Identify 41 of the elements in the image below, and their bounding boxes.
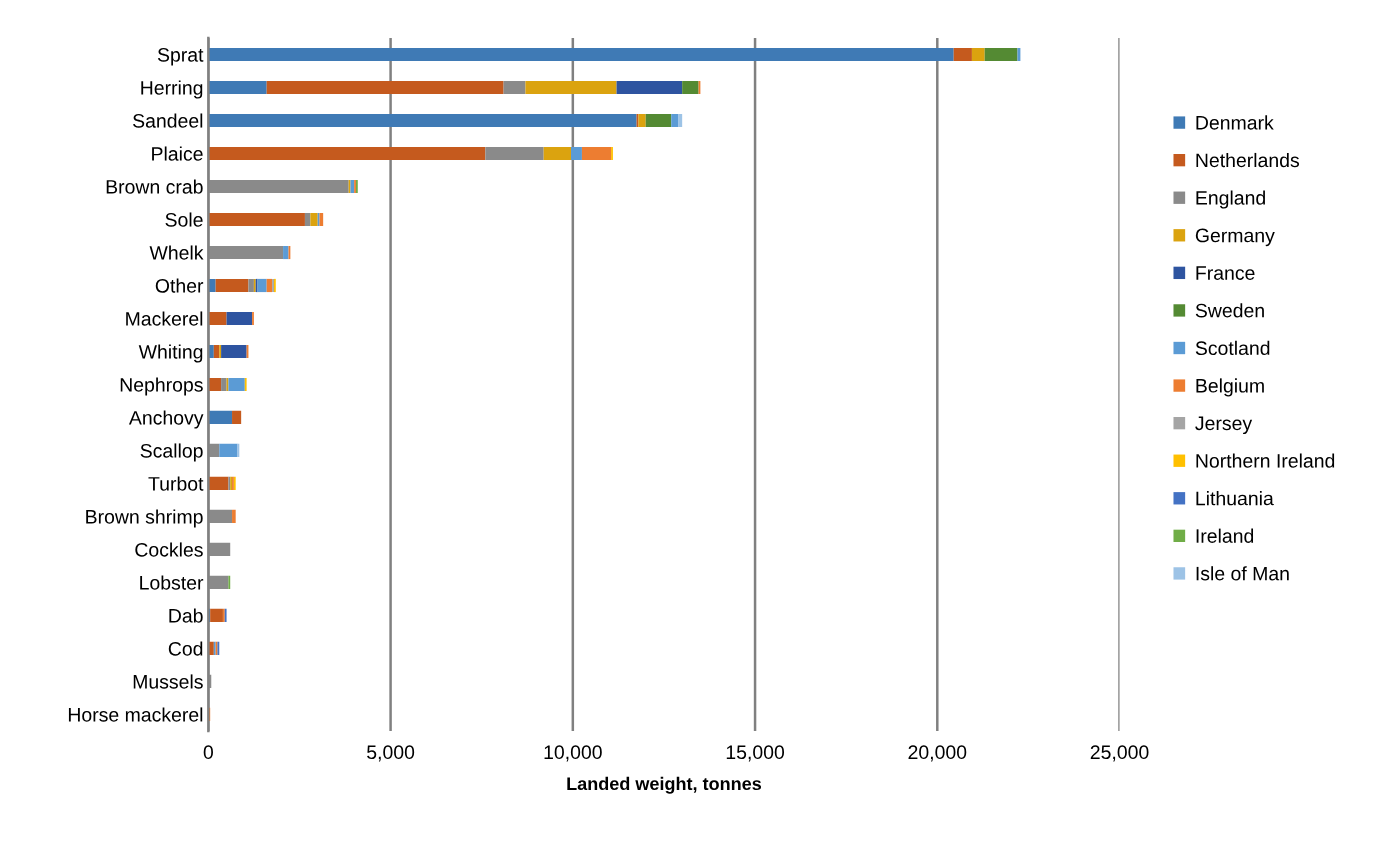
- legend-label: Ireland: [1196, 528, 1254, 543]
- y-tick-label: Sole: [165, 212, 203, 227]
- y-tick-label: Sprat: [157, 47, 204, 66]
- legend-label: France: [1196, 266, 1255, 280]
- legend-label: Netherlands: [1196, 152, 1300, 168]
- legend-label: England: [1196, 190, 1265, 209]
- x-tick-label: 0: [203, 745, 213, 760]
- y-tick-label: Whelk: [149, 245, 204, 260]
- y-tick-label: Dab: [169, 608, 203, 623]
- legend-label: Denmark: [1196, 115, 1274, 130]
- y-tick-label: Cod: [168, 641, 203, 656]
- x-axis-title: Landed weight, tonnes: [567, 776, 762, 794]
- legend-label: Isle of Man: [1196, 566, 1289, 581]
- legend-label: Sweden: [1195, 303, 1264, 318]
- y-tick-label: Turbot: [148, 476, 204, 491]
- y-tick-label: Anchovy: [128, 410, 204, 429]
- legend-label: Germany: [1195, 228, 1275, 247]
- x-tick-label: 25,000: [1090, 745, 1149, 762]
- y-tick-label: Herring: [141, 80, 203, 99]
- y-tick-label: Scallop: [140, 443, 203, 462]
- legend-label: Northern Ireland: [1196, 453, 1335, 468]
- y-tick-label: Mussels: [133, 674, 203, 689]
- y-tick-label: Nephrops: [120, 377, 203, 396]
- legend-label: Lithuania: [1196, 491, 1274, 506]
- y-tick-label: Sandeel: [133, 113, 203, 128]
- legend-label: Belgium: [1196, 378, 1264, 397]
- legend-label: Jersey: [1195, 416, 1253, 435]
- y-tick-label: Brown shrimp: [86, 509, 203, 528]
- y-tick-label: Whiting: [138, 344, 203, 363]
- y-tick-label: Mackerel: [126, 311, 203, 326]
- x-tick-label: 15,000: [726, 745, 785, 762]
- legend-label: Scotland: [1195, 340, 1270, 356]
- y-tick-label: Plaice: [152, 146, 203, 161]
- y-tick-label: Horse mackerel: [68, 707, 203, 722]
- y-tick-label: Other: [155, 278, 204, 293]
- x-tick-label: 20,000: [908, 745, 967, 762]
- y-tick-label: Lobster: [140, 575, 204, 590]
- x-tick-label: 10,000: [544, 745, 602, 762]
- y-tick-label: Cockles: [135, 542, 203, 557]
- x-tick-label: 5,000: [367, 745, 415, 762]
- y-tick-label: Brown crab: [106, 179, 203, 194]
